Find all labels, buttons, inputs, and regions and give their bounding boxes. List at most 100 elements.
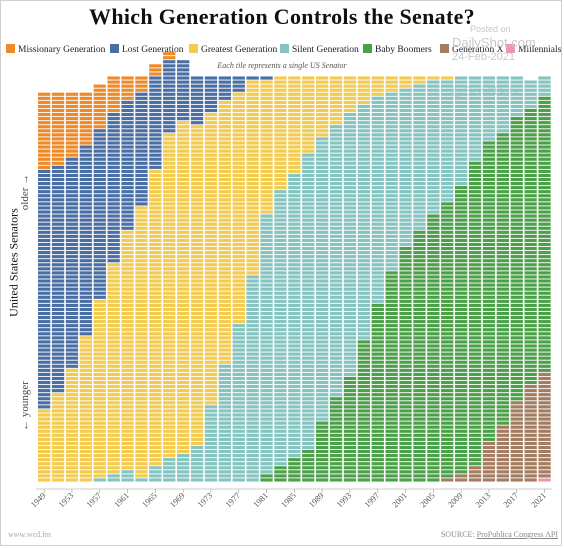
senator-tile: [455, 315, 468, 320]
senator-tile: [177, 324, 190, 328]
senator-tile: [121, 259, 134, 263]
senator-tile: [260, 271, 273, 275]
senator-tile: [441, 234, 454, 238]
senator-tile: [455, 100, 468, 104]
senator-tile: [260, 433, 273, 437]
senator-tile: [316, 242, 329, 247]
senator-tile: [302, 234, 315, 238]
senator-tile: [232, 405, 245, 409]
senator-tile: [538, 230, 551, 234]
senator-tile: [38, 429, 51, 433]
senator-tile: [441, 194, 454, 198]
senator-tile: [65, 173, 79, 178]
senator-tile: [65, 96, 79, 100]
senator-tile: [93, 202, 106, 206]
senator-tile: [343, 458, 357, 462]
senator-tile: [399, 364, 412, 368]
senator-tile: [135, 169, 148, 173]
senator-tile: [385, 311, 398, 316]
senator-tile: [441, 372, 454, 376]
senator-tile: [288, 421, 301, 425]
senator-tile: [496, 100, 509, 104]
senator-tile: [455, 96, 468, 100]
senator-tile: [149, 76, 162, 80]
senator-tile: [357, 287, 370, 291]
senator-tile: [399, 129, 412, 133]
senator-tile: [385, 389, 398, 393]
senator-tile: [343, 129, 357, 133]
senator-tile: [510, 437, 523, 441]
senator-tile: [538, 137, 551, 141]
senator-tile: [163, 364, 176, 368]
senator-tile: [371, 380, 384, 385]
senator-tile: [232, 283, 245, 287]
senator-tile: [441, 145, 454, 149]
senator-tile: [538, 397, 551, 401]
senator-tile: [496, 376, 509, 381]
senator-tile: [204, 149, 218, 153]
senator-tile: [427, 356, 440, 360]
senator-tile: [51, 194, 65, 198]
source-link[interactable]: ProPublica Congress API: [476, 530, 558, 539]
senator-tile: [510, 157, 523, 161]
senator-tile: [371, 454, 384, 458]
senator-tile: [427, 141, 440, 145]
senator-tile: [399, 368, 412, 372]
senator-tile: [385, 356, 398, 360]
senator-tile: [468, 165, 482, 169]
senator-tile: [524, 230, 537, 234]
senator-tile: [510, 234, 523, 238]
senator-tile: [427, 76, 440, 80]
senator-tile: [357, 190, 370, 194]
senator-tile: [288, 222, 301, 226]
senator-tile: [51, 96, 65, 100]
senator-tile: [302, 137, 315, 141]
senator-tile: [316, 385, 329, 389]
senator-tile: [246, 198, 259, 202]
senator-tile: [288, 246, 301, 251]
senator-tile: [343, 340, 357, 344]
senator-tile: [204, 214, 218, 218]
senator-tile: [93, 117, 106, 121]
senator-tile: [343, 324, 357, 328]
senator-tile: [190, 186, 204, 190]
senator-tile: [218, 182, 231, 186]
legend-swatch: [189, 44, 198, 53]
senator-tile: [246, 474, 259, 478]
senator-tile: [93, 234, 106, 238]
senator-tile: [107, 291, 120, 295]
senator-tile: [413, 108, 426, 113]
senator-tile: [232, 397, 245, 401]
senator-tile: [246, 153, 259, 157]
senator-tile: [204, 303, 218, 307]
senator-tile: [316, 454, 329, 458]
senator-tile: [427, 409, 440, 413]
senator-tile: [441, 112, 454, 117]
senator-tile: [218, 226, 231, 230]
senator-tile: [190, 449, 204, 454]
senator-tile: [232, 222, 245, 226]
senator-tile: [79, 275, 92, 279]
senator-tile: [204, 141, 218, 145]
senator-tile: [204, 458, 218, 462]
senator-tile: [343, 246, 357, 251]
senator-tile: [107, 340, 120, 344]
senator-tile: [177, 255, 190, 259]
senator-tile: [121, 177, 134, 182]
senator-tile: [510, 271, 523, 275]
senator-tile: [302, 96, 315, 100]
senator-tile: [149, 380, 162, 385]
senator-tile: [371, 112, 384, 117]
senator-tile: [538, 405, 551, 409]
senator-tile: [329, 246, 343, 251]
senator-tile: [121, 198, 134, 202]
senator-tile: [218, 332, 231, 336]
senator-tile: [190, 340, 204, 344]
senator-tile: [51, 437, 65, 441]
senator-tile: [441, 478, 454, 482]
senator-tile: [302, 182, 315, 186]
congress-column-1987: [302, 76, 315, 482]
senator-tile: [149, 336, 162, 340]
senator-tile: [399, 352, 412, 356]
senator-tile: [343, 100, 357, 104]
